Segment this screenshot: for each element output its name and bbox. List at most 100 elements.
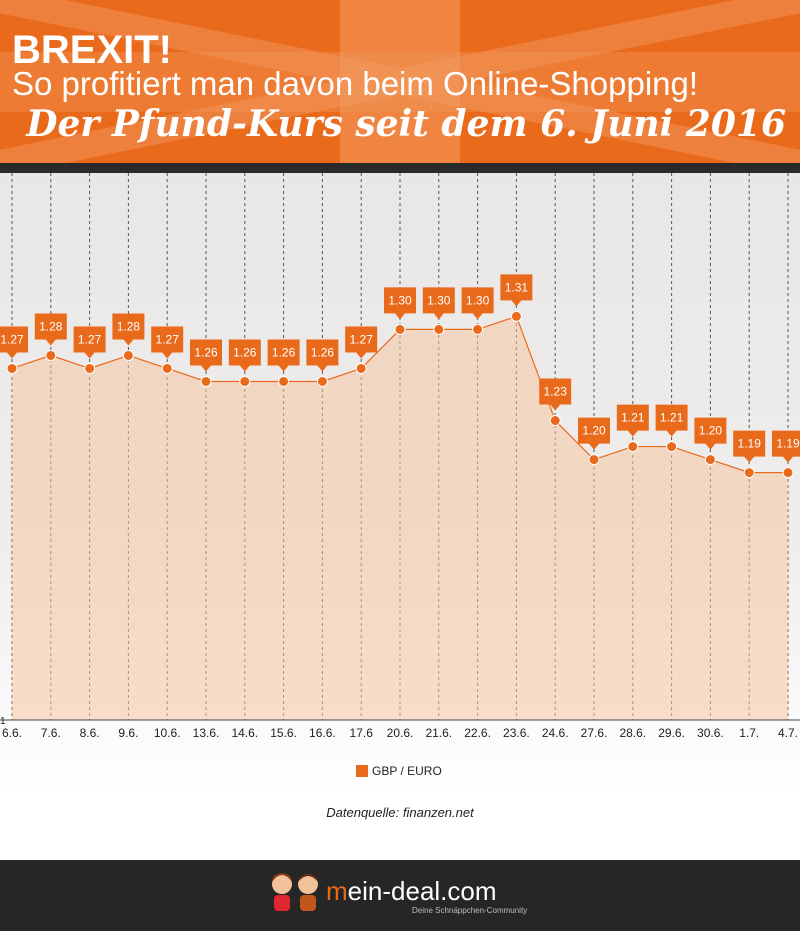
data-label-bubble <box>190 339 222 372</box>
x-tick-label: 10.6. <box>154 726 181 740</box>
x-tick-label: 14.6. <box>231 726 258 740</box>
x-tick-label: 29.6. <box>658 726 685 740</box>
legend-swatch <box>356 765 368 777</box>
x-tick-label: 28.6. <box>619 726 646 740</box>
data-source-note: Datenquelle: finanzen.net <box>326 805 474 820</box>
footer: mein-deal.com Deine Schnäppchen-Communit… <box>0 860 800 931</box>
data-point <box>472 323 484 335</box>
header-banner: BREXIT! So profitiert man davon beim Onl… <box>0 0 800 163</box>
data-label: 1.27 <box>350 332 374 346</box>
mascot-logo-icon <box>272 873 318 911</box>
data-point <box>161 362 173 374</box>
data-label: 1.30 <box>388 293 412 307</box>
data-point <box>549 415 561 427</box>
data-label: 1.30 <box>466 293 490 307</box>
data-label: 1.26 <box>311 345 335 359</box>
data-label: 1.26 <box>194 345 218 359</box>
data-label-bubble <box>34 313 67 346</box>
x-tick-label: 6.6. <box>2 726 22 740</box>
x-tick-label: 7.6. <box>41 726 61 740</box>
x-tick-label: 4.7. <box>778 726 798 740</box>
data-point <box>200 375 212 387</box>
data-point <box>666 441 678 453</box>
data-point <box>84 362 96 374</box>
brand-slogan: Deine Schnäppchen-Community <box>412 906 528 915</box>
data-label: 1.20 <box>582 424 606 438</box>
data-point <box>743 467 755 479</box>
x-tick-label: 27.6. <box>581 726 608 740</box>
data-label-bubble <box>112 313 145 346</box>
page-subtitle: So profitiert man davon beim Online-Shop… <box>12 65 699 102</box>
data-label: 1.28 <box>39 319 63 333</box>
data-label-bubble <box>539 378 572 411</box>
data-label: 1.27 <box>78 332 102 346</box>
x-tick-label: 23.6. <box>503 726 530 740</box>
data-label-bubble <box>616 404 649 437</box>
data-label-bubble <box>422 287 455 320</box>
data-point <box>433 323 445 335</box>
data-label: 1.27 <box>0 332 24 346</box>
x-tick-label: 22.6. <box>464 726 491 740</box>
data-label: 1.26 <box>233 345 257 359</box>
x-tick-label: 21.6. <box>425 726 452 740</box>
data-label-bubble <box>306 339 339 372</box>
data-label-bubble <box>0 326 28 359</box>
x-tick-label: 8.6. <box>80 726 100 740</box>
pound-rate-chart: 1.27 1.28 1.27 1.28 1.27 1.26 1.26 1.26 1.26 1.27… <box>0 173 800 740</box>
data-label: 1.26 <box>272 345 296 359</box>
x-tick-label: 24.6. <box>542 726 569 740</box>
data-point <box>355 362 367 374</box>
data-point <box>122 349 134 361</box>
data-label-bubble <box>772 430 800 463</box>
data-point <box>45 349 57 361</box>
data-label: 1.19 <box>738 437 762 451</box>
data-point <box>6 362 18 374</box>
series-area <box>12 316 788 720</box>
x-tick-label: 1.7. <box>739 726 759 740</box>
data-label-bubble <box>73 326 106 359</box>
data-label-bubble <box>461 287 494 320</box>
data-label-bubble <box>228 339 261 372</box>
legend-label: GBP / EURO <box>372 764 442 778</box>
header-divider <box>0 163 800 173</box>
x-tick-label: 13.6. <box>193 726 220 740</box>
x-tick-label: 15.6. <box>270 726 297 740</box>
x-tick-label: 30.6. <box>697 726 724 740</box>
x-tick-label: 9.6. <box>118 726 138 740</box>
data-point <box>782 467 794 479</box>
brand-name-accent: m <box>326 876 348 906</box>
data-point <box>239 375 251 387</box>
data-point <box>588 454 600 466</box>
chart-tagline: Der Pfund-Kurs seit dem 6. Juni 2016 <box>26 103 786 145</box>
data-label: 1.23 <box>544 385 568 399</box>
data-label: 1.21 <box>660 411 684 425</box>
data-label: 1.31 <box>505 280 529 294</box>
data-point <box>394 323 406 335</box>
data-label-bubble <box>733 430 766 463</box>
data-label-bubble <box>655 404 688 437</box>
legend: GBP / EURO <box>356 763 442 779</box>
data-label-bubble <box>694 417 727 450</box>
x-tick-label: 17.6 <box>350 726 374 740</box>
data-label-bubble <box>345 326 378 359</box>
data-point <box>704 454 716 466</box>
y-tick-label: 1 <box>0 716 6 727</box>
page-title: BREXIT! <box>12 28 172 72</box>
data-label: 1.21 <box>621 411 645 425</box>
data-label: 1.19 <box>776 437 800 451</box>
data-label-bubble <box>500 274 533 307</box>
union-jack-background <box>0 0 800 163</box>
brand-name[interactable]: mein-deal.com <box>326 877 497 905</box>
data-label-bubble <box>578 417 610 450</box>
data-label: 1.28 <box>117 319 141 333</box>
data-label: 1.30 <box>427 293 451 307</box>
data-label-bubble <box>267 339 300 372</box>
x-tick-label: 16.6. <box>309 726 336 740</box>
data-point <box>316 375 328 387</box>
brand-name-rest: ein-deal.com <box>347 876 497 906</box>
data-point <box>510 310 522 322</box>
x-tick-label: 20.6. <box>387 726 414 740</box>
data-label: 1.20 <box>699 424 723 438</box>
data-point <box>278 375 290 387</box>
data-label-bubble <box>151 326 184 359</box>
